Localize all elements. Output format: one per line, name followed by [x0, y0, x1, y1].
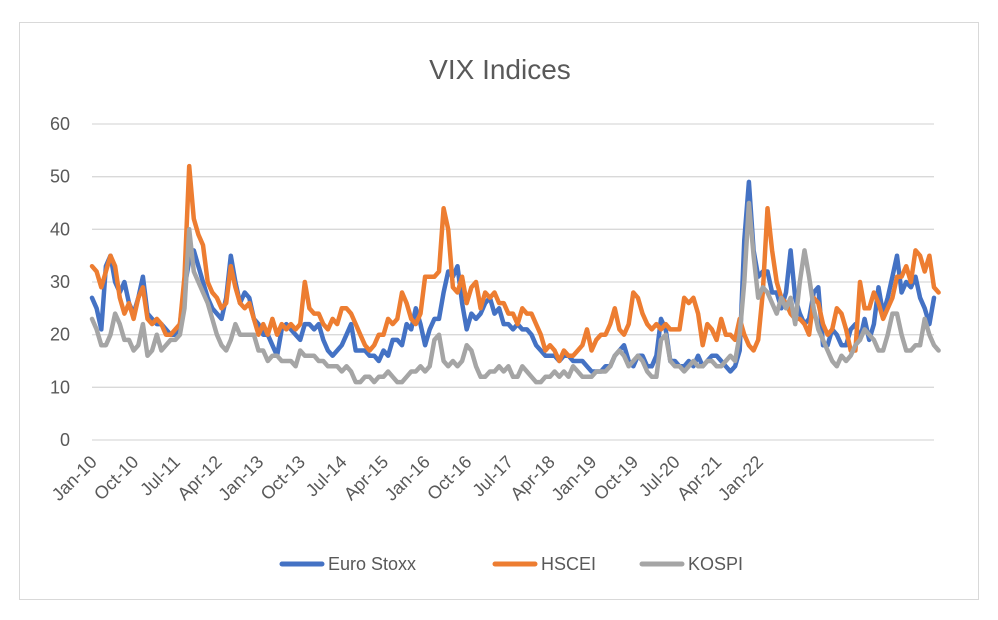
x-tick-label: Jan-19: [547, 452, 600, 505]
x-tick-label: Oct-13: [257, 452, 309, 504]
chart-svg: VIX Indices 0 10 20 30 40 50 60 Jan-10Oct-10Ju…: [48, 54, 941, 574]
legend-label: HSCEI: [541, 554, 596, 574]
y-tick-label: 0: [60, 430, 70, 450]
y-tick-label: 10: [50, 377, 70, 397]
x-axis-tick-labels: Jan-10Oct-10Jul-11Apr-12Jan-13Oct-13Jul-…: [48, 452, 767, 505]
x-tick-label: Oct-19: [590, 452, 642, 504]
series-line-kospi: [89, 200, 941, 385]
series-line-euro-stoxx: [89, 179, 937, 374]
chart-title: VIX Indices: [429, 54, 571, 85]
legend: Euro Stoxx HSCEI KOSPI: [279, 554, 743, 574]
y-axis-tick-labels: 0 10 20 30 40 50 60: [50, 114, 70, 450]
x-tick-label: Jan-16: [381, 452, 434, 505]
legend-item: Euro Stoxx: [279, 554, 416, 574]
legend-item: KOSPI: [639, 554, 743, 574]
y-tick-label: 30: [50, 272, 70, 292]
legend-item: HSCEI: [492, 554, 596, 574]
x-tick-label: Apr-15: [340, 452, 392, 504]
y-tick-label: 50: [50, 167, 70, 187]
x-tick-label: Jan-22: [714, 452, 767, 505]
x-tick-label: Oct-16: [423, 452, 475, 504]
series-lines: [89, 163, 941, 385]
x-tick-label: Apr-21: [673, 452, 725, 504]
x-tick-label: Jan-10: [48, 452, 101, 505]
x-tick-label: Oct-10: [90, 452, 142, 504]
chart-frame: VIX Indices 0 10 20 30 40 50 60 Jan-10 Oct-10 Ju…: [19, 22, 979, 600]
series-line-hscei: [89, 163, 941, 364]
legend-label: KOSPI: [688, 554, 743, 574]
x-tick-label: Apr-18: [506, 452, 558, 504]
y-tick-label: 60: [50, 114, 70, 134]
legend-label: Euro Stoxx: [328, 554, 416, 574]
x-tick-label: Jan-13: [214, 452, 267, 505]
x-tick-label: Apr-12: [173, 452, 225, 504]
y-tick-label: 40: [50, 219, 70, 239]
y-tick-label: 20: [50, 325, 70, 345]
